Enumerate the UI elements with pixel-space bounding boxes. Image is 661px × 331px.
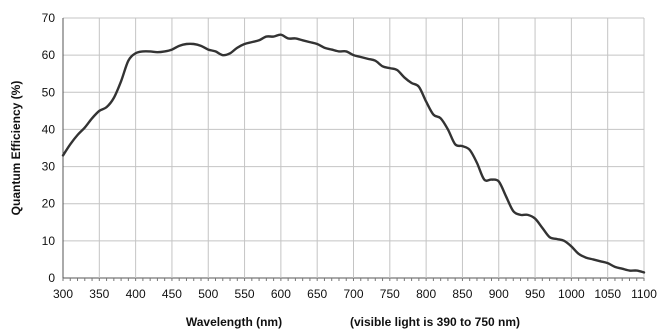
- x-tick-label: 700: [343, 287, 363, 301]
- x-tick-label: 750: [380, 287, 400, 301]
- y-tick-labels: 0 10 20 30 40 50 60 70: [42, 11, 56, 285]
- grid: [62, 17, 645, 279]
- x-tick-label: 1050: [594, 287, 621, 301]
- y-tick-label: 30: [42, 160, 56, 174]
- x-axis-title: Wavelength (nm): [186, 315, 282, 329]
- x-tick-label: 600: [271, 287, 291, 301]
- x-tick-label: 550: [235, 287, 255, 301]
- x-tick-label: 300: [53, 287, 73, 301]
- x-tick-label: 1000: [558, 287, 585, 301]
- x-axis-note: (visible light is 390 to 750 nm): [350, 315, 520, 329]
- x-tick-label: 400: [126, 287, 146, 301]
- y-tick-label: 10: [42, 234, 56, 248]
- x-tick-label: 800: [416, 287, 436, 301]
- x-tick-label: 500: [198, 287, 218, 301]
- x-tick-label: 850: [452, 287, 472, 301]
- x-tick-labels: 300 350 400 450 500 550 600 650 700 750 800 850 900 9…: [53, 287, 657, 301]
- y-tick-label: 60: [42, 48, 56, 62]
- y-tick-label: 50: [42, 85, 56, 99]
- x-tick-label: 350: [89, 287, 109, 301]
- series-line: [61, 33, 646, 274]
- y-tick-label: 70: [42, 11, 56, 25]
- x-tick-label: 650: [307, 287, 327, 301]
- y-tick-label: 0: [48, 271, 55, 285]
- x-tick-label: 1100: [631, 287, 657, 301]
- x-tick-label: 900: [489, 287, 509, 301]
- y-tick-label: 20: [42, 197, 56, 211]
- y-axis-title: Quantum Efficiency (%): [9, 81, 23, 216]
- y-tick-label: 40: [42, 122, 56, 136]
- minor-ticks: [62, 278, 645, 281]
- x-tick-label: 950: [525, 287, 545, 301]
- x-tick-label: 450: [162, 287, 182, 301]
